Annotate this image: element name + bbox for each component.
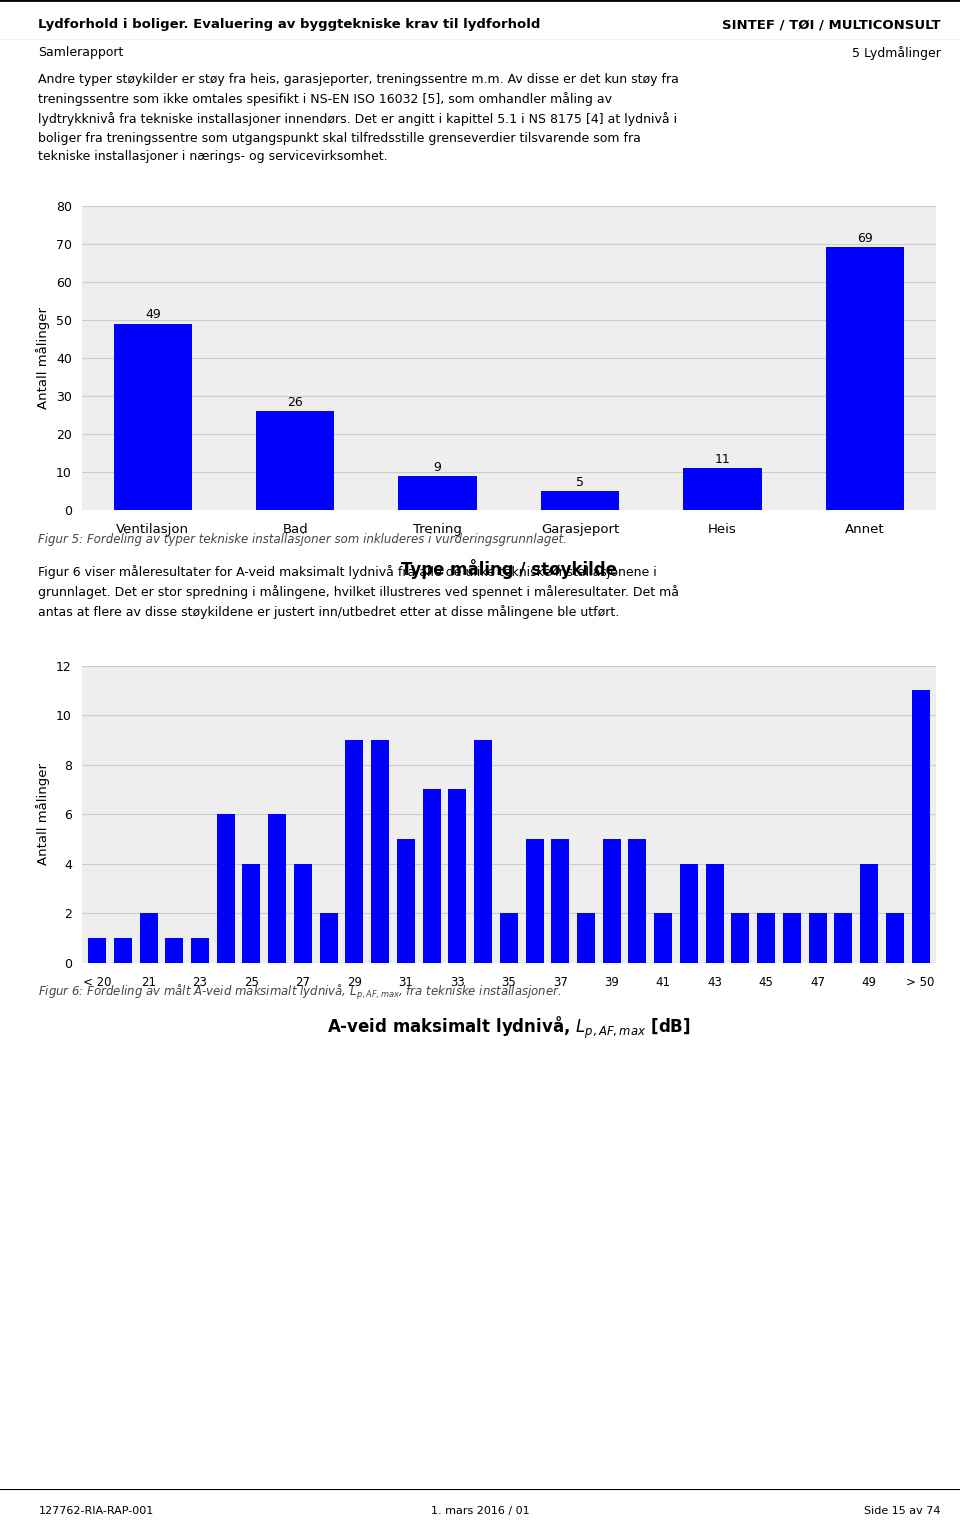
- Bar: [191, 938, 209, 963]
- Bar: [886, 914, 903, 963]
- Bar: [757, 914, 775, 963]
- Bar: [372, 740, 389, 963]
- Bar: [860, 864, 878, 963]
- Text: Andre typer støykilder er støy fra heis, garasjeporter, treningssentre m.m. Av d: Andre typer støykilder er støy fra heis,…: [38, 73, 680, 163]
- Bar: [732, 914, 750, 963]
- Bar: [706, 864, 724, 963]
- Bar: [525, 839, 543, 963]
- Text: Lydforhold i boliger. Evaluering av byggtekniske krav til lydforhold: Lydforhold i boliger. Evaluering av bygg…: [38, 18, 540, 30]
- Bar: [268, 813, 286, 963]
- Text: 26: 26: [287, 396, 303, 408]
- Bar: [474, 740, 492, 963]
- Text: Figur 6: Fordeling av målt A-veid maksimalt lydnivå, $\mathit{L}_{p,AF,max}$, fr: Figur 6: Fordeling av målt A-veid maksim…: [38, 982, 562, 1002]
- Bar: [808, 914, 827, 963]
- Bar: [396, 839, 415, 963]
- Bar: [256, 411, 334, 510]
- Bar: [320, 914, 338, 963]
- Bar: [912, 690, 929, 963]
- Text: 1. mars 2016 / 01: 1. mars 2016 / 01: [431, 1506, 529, 1517]
- Bar: [165, 938, 183, 963]
- Bar: [577, 914, 595, 963]
- Text: 49: 49: [145, 308, 160, 321]
- Bar: [422, 789, 441, 963]
- Y-axis label: Antall målinger: Antall målinger: [36, 308, 50, 408]
- Bar: [243, 864, 260, 963]
- Bar: [448, 789, 467, 963]
- Bar: [540, 492, 619, 510]
- Text: Figur 6 viser måleresultater for A-veid maksimalt lydnivå fra alle de ulike tekn: Figur 6 viser måleresultater for A-veid …: [38, 565, 680, 618]
- Text: A-veid maksimalt lydnivå, $\mathit{L}_{p,AF,max}$ [dB]: A-veid maksimalt lydnivå, $\mathit{L}_{p…: [327, 1014, 690, 1040]
- Bar: [834, 914, 852, 963]
- Bar: [217, 813, 235, 963]
- Text: Type måling / støykilde: Type måling / støykilde: [401, 559, 616, 579]
- Text: 127762-RIA-RAP-001: 127762-RIA-RAP-001: [38, 1506, 154, 1517]
- Text: 69: 69: [857, 231, 873, 245]
- Bar: [551, 839, 569, 963]
- Bar: [826, 248, 904, 510]
- Bar: [398, 477, 477, 510]
- Text: 11: 11: [714, 452, 731, 466]
- Bar: [114, 938, 132, 963]
- Bar: [603, 839, 621, 963]
- Bar: [346, 740, 364, 963]
- Bar: [680, 864, 698, 963]
- Text: Samlerapport: Samlerapport: [38, 46, 124, 59]
- Text: SINTEF / TØI / MULTICONSULT: SINTEF / TØI / MULTICONSULT: [722, 18, 941, 30]
- Bar: [294, 864, 312, 963]
- Y-axis label: Antall målinger: Antall målinger: [36, 763, 51, 865]
- Bar: [654, 914, 672, 963]
- Bar: [629, 839, 646, 963]
- Text: 5 Lydmålinger: 5 Lydmålinger: [852, 46, 941, 59]
- Bar: [684, 469, 761, 510]
- Text: Figur 5: Fordeling av typer tekniske installasjoner som inkluderes i vurderingsg: Figur 5: Fordeling av typer tekniske ins…: [38, 533, 567, 545]
- Bar: [113, 324, 192, 510]
- Bar: [88, 938, 106, 963]
- Bar: [500, 914, 517, 963]
- Text: 5: 5: [576, 475, 584, 489]
- Text: 9: 9: [434, 460, 442, 474]
- Text: Side 15 av 74: Side 15 av 74: [864, 1506, 941, 1517]
- Bar: [782, 914, 801, 963]
- Bar: [139, 914, 157, 963]
